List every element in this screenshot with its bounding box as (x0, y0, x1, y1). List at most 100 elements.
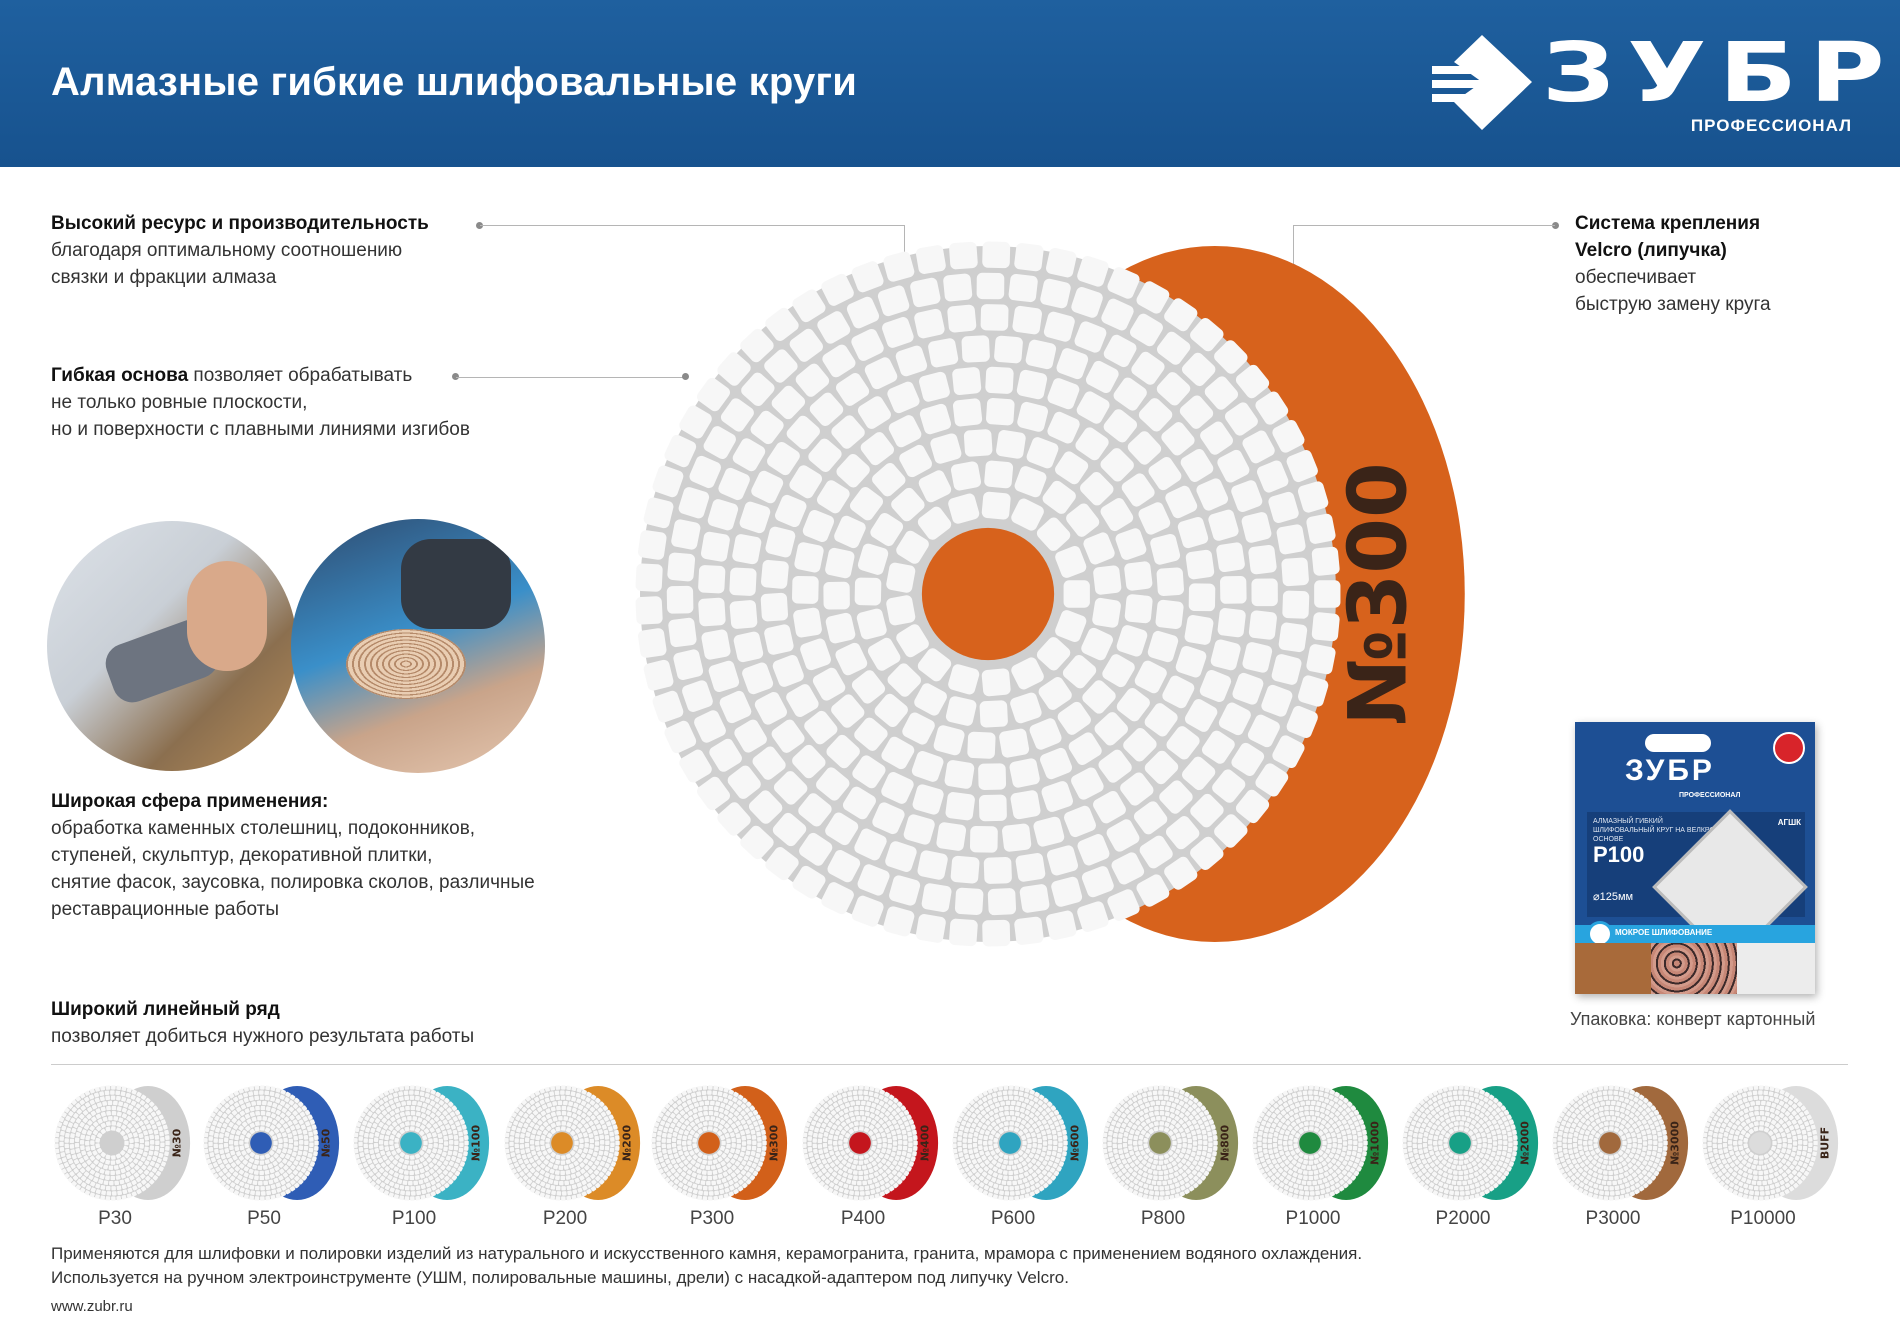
disc-segment (288, 1106, 295, 1113)
disc-segment (994, 335, 1023, 364)
disc-segment (672, 1102, 678, 1109)
disc-segment (556, 1191, 562, 1196)
disc-segment (832, 1190, 839, 1196)
disc-segment (1618, 1173, 1624, 1179)
disc-segment (372, 1159, 379, 1165)
disc-segment (1645, 1165, 1651, 1171)
disc-segment (1009, 1196, 1014, 1201)
disc-segment (283, 1143, 288, 1148)
disc-segment (1136, 281, 1170, 314)
disc-segment (1464, 1111, 1470, 1117)
disc-segment (290, 1125, 296, 1131)
disc-segment (994, 1132, 1001, 1139)
disc-segment (1474, 1193, 1480, 1199)
disc-segment (1420, 1175, 1427, 1181)
disc-segment (379, 1134, 385, 1140)
disc-segment (1094, 712, 1128, 746)
disc-segment (689, 1129, 696, 1136)
disc-segment (737, 1156, 743, 1162)
disc-segment (1303, 1154, 1309, 1160)
disc-segment (1507, 1131, 1513, 1137)
disc-segment (873, 1171, 879, 1177)
disc-segment (1586, 1094, 1593, 1100)
disc-segment (1182, 1164, 1188, 1171)
disc-segment (1622, 1140, 1627, 1146)
disc-segment (883, 251, 915, 282)
disc-segment (971, 1122, 977, 1129)
disc-segment (423, 1177, 429, 1183)
disc-segment (707, 1126, 713, 1131)
disc-segment (1402, 1132, 1408, 1138)
disc-segment (110, 1155, 116, 1160)
disc-segment (265, 1122, 271, 1128)
disc-segment (114, 1180, 120, 1186)
disc-segment (1289, 1104, 1296, 1110)
disc-segment (222, 1167, 228, 1174)
disc-segment (1642, 1160, 1648, 1166)
disc-segment (1177, 516, 1209, 549)
disc-segment (1130, 1117, 1137, 1124)
disc-segment (1258, 1130, 1263, 1136)
disc-segment (1188, 1156, 1194, 1162)
disc-segment (707, 1090, 712, 1095)
disc-segment (561, 1186, 566, 1191)
disc-segment (232, 1155, 238, 1161)
disc-segment (1143, 1189, 1149, 1195)
footer-url[interactable]: www.zubr.ru (51, 1298, 133, 1315)
disc-segment (1303, 1095, 1309, 1101)
disc-segment (81, 1129, 87, 1135)
disc-segment (398, 1174, 404, 1180)
disc-segment (1418, 1117, 1424, 1123)
disc-segment (1297, 1174, 1303, 1180)
disc-segment (1702, 1143, 1707, 1148)
disc-segment (430, 1191, 436, 1197)
disc-segment (1024, 1182, 1030, 1188)
disc-segment (1506, 1152, 1512, 1158)
disc-segment (103, 1164, 109, 1170)
disc-segment (1113, 377, 1147, 411)
disc-segment (588, 1149, 594, 1155)
disc-segment (884, 1153, 890, 1160)
disc-segment (1062, 1151, 1067, 1157)
disc-segment (713, 1122, 719, 1128)
disc-segment (897, 1101, 903, 1107)
disc-segment (212, 1120, 218, 1126)
disc-segment (1189, 1179, 1195, 1185)
disc-segment (1168, 1124, 1175, 1130)
disc-segment (1020, 1119, 1027, 1126)
disc-segment (94, 1097, 100, 1103)
disc-segment (847, 1096, 853, 1102)
disc-segment (418, 1179, 424, 1185)
disc-segment (698, 597, 726, 627)
disc-segment (123, 1160, 129, 1167)
disc-segment (591, 1179, 597, 1185)
disc-segment (203, 1132, 209, 1138)
disc-segment (151, 1167, 158, 1173)
disc-segment (156, 1157, 162, 1164)
disc-segment (1269, 1106, 1276, 1113)
disc-segment (1334, 1188, 1340, 1195)
disc-segment (1553, 1127, 1559, 1133)
disc-segment (73, 1122, 79, 1129)
disc-segment (104, 1090, 110, 1096)
disc-segment (1464, 1085, 1470, 1091)
disc-segment (1268, 491, 1299, 524)
disc-segment (661, 1143, 667, 1149)
disc-segment (913, 1145, 918, 1151)
disc-segment (538, 1174, 544, 1180)
disc-segment (882, 1116, 889, 1122)
disc-segment (1008, 1095, 1014, 1100)
disc-segment (1293, 1189, 1299, 1195)
disc-segment (1572, 1142, 1578, 1148)
disc-segment (259, 1155, 265, 1160)
disc-segment (973, 1131, 979, 1138)
disc-segment (91, 1104, 98, 1110)
disc-segment (1009, 1191, 1015, 1196)
disc-segment (1729, 1162, 1736, 1168)
disc-segment (1014, 466, 1047, 498)
disc-segment (1127, 1121, 1133, 1128)
disc-segment (422, 1102, 428, 1108)
disc-segment (978, 794, 1007, 822)
disc-segment (828, 1145, 833, 1151)
disc-segment (868, 1156, 874, 1162)
